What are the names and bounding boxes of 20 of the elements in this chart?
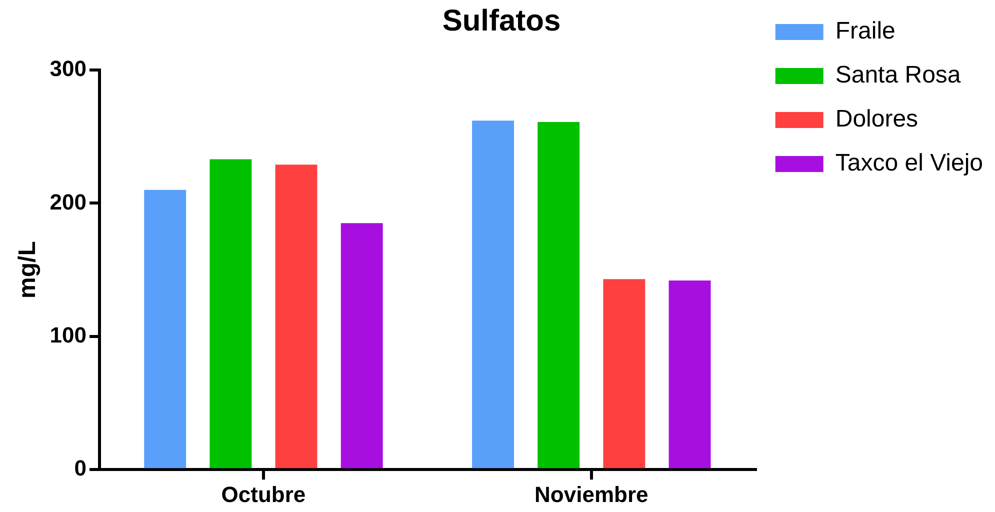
- x-tick-label: Octubre: [221, 482, 306, 507]
- x-tick-label: Noviembre: [534, 482, 648, 507]
- bar: [210, 159, 252, 468]
- legend-label: Dolores: [835, 106, 918, 133]
- bar: [603, 279, 646, 468]
- bar: [275, 164, 318, 468]
- bar: [668, 280, 711, 468]
- y-tick-label: 200: [50, 189, 87, 214]
- bar: [472, 120, 514, 468]
- legend-label: Santa Rosa: [835, 62, 962, 89]
- chart-title: Sulfatos: [442, 4, 561, 38]
- y-axis-title: mg/L: [14, 241, 42, 298]
- bar: [340, 223, 383, 468]
- legend-label: Taxco el Viejo: [835, 150, 984, 177]
- y-tick-label: 100: [50, 322, 87, 348]
- bar: [538, 122, 580, 468]
- y-tick-label: 0: [74, 456, 87, 481]
- legend-label: Fraile: [835, 18, 896, 45]
- bar: [144, 190, 186, 468]
- y-tick-label: 300: [50, 56, 87, 82]
